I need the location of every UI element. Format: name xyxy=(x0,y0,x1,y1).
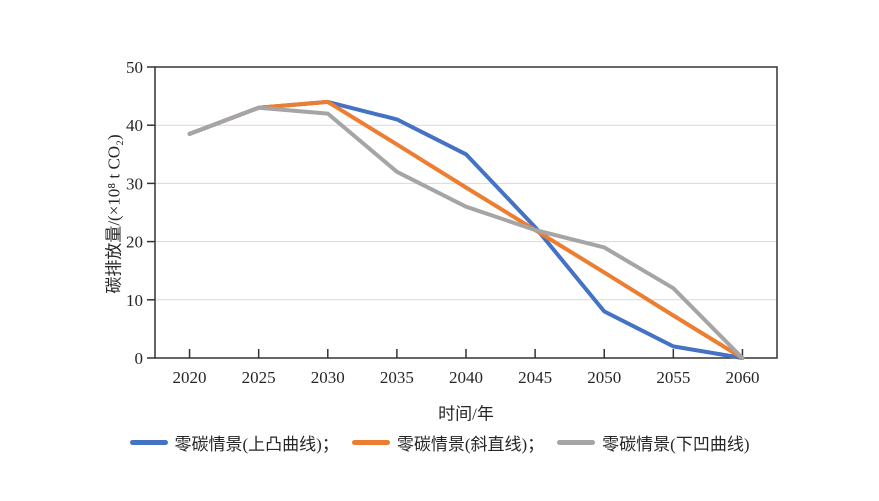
legend-line-swatch-gray xyxy=(557,440,596,445)
y-tick-label: 0 xyxy=(135,349,144,368)
y-tick-label: 40 xyxy=(126,116,143,135)
x-tick-label: 2040 xyxy=(449,368,483,387)
x-tick-label: 2020 xyxy=(173,368,207,387)
legend: 零碳情景(上凸曲线)； 零碳情景(斜直线)； 零碳情景(下凹曲线) xyxy=(0,430,879,455)
x-tick-label: 2060 xyxy=(725,368,759,387)
series-line-零碳情景(上凸曲线) xyxy=(187,99,745,360)
legend-line-swatch-blue xyxy=(129,440,168,445)
y-tick-label: 10 xyxy=(126,291,143,310)
y-tick-label: 30 xyxy=(126,174,143,193)
x-tick-label: 2025 xyxy=(242,368,276,387)
x-tick-label: 2050 xyxy=(587,368,621,387)
legend-item-straight: 零碳情景(斜直线)； xyxy=(351,430,545,455)
series-line-零碳情景(斜直线) xyxy=(187,99,745,360)
y-tick-label: 50 xyxy=(126,58,143,77)
legend-label: 零碳情景(上凸曲线)； xyxy=(174,435,339,454)
legend-item-concave: 零碳情景(下凹曲线) xyxy=(557,430,749,455)
legend-item-convex: 零碳情景(上凸曲线)； xyxy=(129,430,339,455)
legend-label: 零碳情景(下凹曲线) xyxy=(602,435,750,454)
series-line-零碳情景(下凹曲线) xyxy=(187,105,745,360)
x-axis-title: 时间/年 xyxy=(438,404,494,424)
x-tick-label: 2035 xyxy=(380,368,414,387)
legend-label: 零碳情景(斜直线)； xyxy=(396,435,545,454)
x-tick-label: 2045 xyxy=(518,368,552,387)
y-axis-title: 碳排放量/(×10⁸ t CO₂) xyxy=(104,134,124,294)
x-tick-label: 2055 xyxy=(656,368,690,387)
y-tick-label: 20 xyxy=(126,233,143,252)
legend-line-swatch-orange xyxy=(351,440,390,445)
x-tick-label: 2030 xyxy=(311,368,345,387)
